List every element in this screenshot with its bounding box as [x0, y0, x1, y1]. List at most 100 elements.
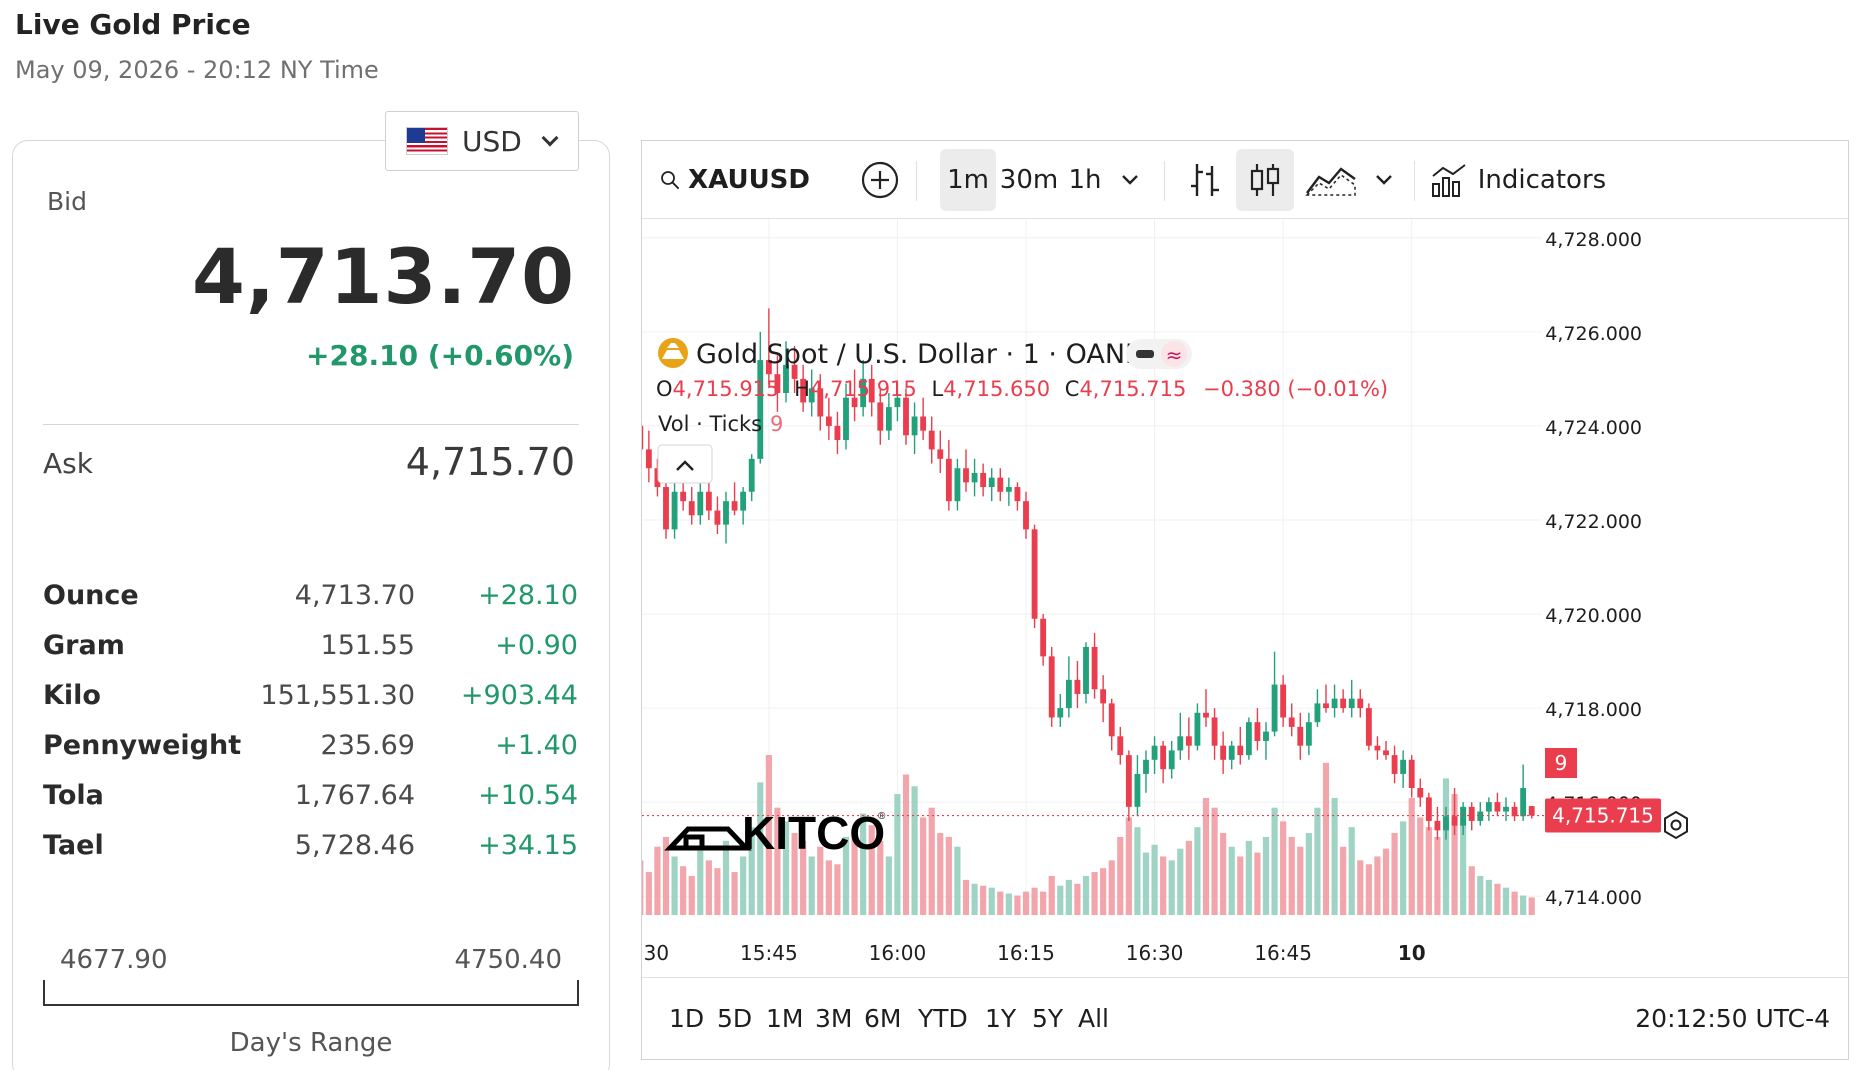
volume-bar [860, 813, 867, 915]
unit-row-ounce: Ounce 4,713.70 +28.10 [43, 580, 583, 620]
ohlc-bars-icon [1191, 164, 1219, 196]
volume-bar [902, 774, 910, 915]
unit-row-pennyweight: Pennyweight 235.69 +1.40 [43, 730, 583, 770]
chart-clock[interactable]: 20:12:50 UTC-4 [1635, 1004, 1830, 1033]
period-all[interactable]: All [1078, 1004, 1109, 1033]
page-title: Live Gold Price [15, 8, 251, 41]
volume-bar [988, 887, 995, 915]
x-tick-label: 16:00 [869, 941, 927, 965]
candle-body [988, 477, 995, 488]
bar-style-button[interactable] [1176, 149, 1234, 211]
compare-button[interactable] [856, 149, 904, 211]
volume-bar [1408, 797, 1415, 915]
candle-body [963, 468, 969, 483]
volume-bar [1194, 827, 1201, 915]
volume-bar [1374, 856, 1381, 915]
symbol-search[interactable]: XAUUSD [660, 149, 810, 211]
period-3m[interactable]: 3M [815, 1004, 853, 1033]
period-1d[interactable]: 1D [669, 1004, 705, 1033]
chart-type-button[interactable] [1296, 149, 1366, 211]
period-1y[interactable]: 1Y [985, 1004, 1017, 1033]
candle-body [834, 425, 841, 441]
unit-row-kilo: Kilo 151,551.30 +903.44 [43, 680, 583, 720]
volume-bar [1245, 840, 1252, 915]
candle-body [894, 397, 901, 408]
interval-1m[interactable]: 1m [940, 149, 996, 211]
candle-body [1194, 712, 1201, 746]
last-volume-tag: 9 [1545, 748, 1577, 778]
legend-toggle[interactable]: ≈ [1126, 339, 1192, 369]
chart-legend: Gold Spot / U.S. Dollar · 1 · OANDA ≈ O4… [656, 338, 1388, 484]
unit-change: +1.40 [495, 730, 578, 761]
candle-body [1400, 759, 1407, 774]
candle-body [800, 378, 807, 403]
unit-change: +903.44 [460, 680, 578, 711]
candle-body [1245, 722, 1252, 756]
price-chart[interactable]: KITCO ® 4,714.0004,716.0004,718.0004,720… [642, 219, 1848, 977]
period-ytd[interactable]: YTD [918, 1004, 968, 1033]
unit-price: 235.69 [320, 730, 415, 761]
range-bar [43, 980, 579, 1006]
volume-bar [1271, 807, 1278, 915]
volume-bar [928, 807, 935, 915]
candle-body [1211, 717, 1218, 746]
interval-dropdown[interactable] [1108, 149, 1152, 211]
period-5d[interactable]: 5D [717, 1004, 753, 1033]
volume-bar [662, 836, 670, 915]
volume-bar [971, 883, 978, 915]
volume-bar [1185, 840, 1192, 915]
volume-bar [851, 829, 858, 915]
candle-body [1177, 736, 1184, 751]
collapse-legend-button[interactable] [657, 444, 713, 484]
currency-select[interactable]: USD [385, 111, 579, 171]
period-6m[interactable]: 6M [864, 1004, 902, 1033]
candle-body [757, 360, 764, 459]
high-label: H [794, 377, 810, 401]
settings-button[interactable] [1664, 810, 1688, 840]
volume-bar [877, 840, 884, 915]
high-value: 4,715.915 [810, 377, 917, 401]
candle-body [1468, 806, 1475, 821]
indicators-label: Indicators [1477, 165, 1607, 195]
volume-bar [1048, 875, 1055, 915]
candle-body [851, 397, 858, 408]
volume-bar [714, 868, 721, 915]
approx-icon: ≈ [1166, 343, 1183, 367]
plus-circle-icon [861, 161, 899, 199]
indicators-button[interactable]: Indicators [1428, 149, 1608, 211]
volume-bar [1228, 846, 1235, 915]
y-tick-label: 4,726.000 [1545, 323, 1642, 345]
volume-bar [1202, 797, 1210, 915]
candle-body [1228, 745, 1235, 760]
volume-bar [1177, 848, 1184, 915]
candle-body [765, 360, 772, 375]
x-tick-label: 10 [1398, 941, 1426, 965]
volume-bar [1391, 833, 1398, 915]
candle-body [817, 388, 824, 417]
candle-body [1057, 708, 1064, 718]
x-axis: 15:30 15:45 16:00 16:15 16:30 16:45 10 [642, 941, 1426, 965]
settings-icon[interactable] [1664, 810, 1688, 840]
volume-bar [894, 794, 901, 915]
period-1m[interactable]: 1M [766, 1004, 804, 1033]
candle-body [774, 374, 781, 393]
volume-bar [1280, 821, 1287, 915]
candle-body [1340, 698, 1347, 709]
candles-style-button[interactable] [1236, 149, 1294, 211]
y-tick-label: 4,714.000 [1545, 887, 1642, 909]
candle-body [654, 468, 661, 488]
unit-price: 1,767.64 [294, 780, 415, 811]
chart-type-dropdown[interactable] [1366, 149, 1402, 211]
candle-body [1083, 646, 1089, 694]
indicators-icon [1431, 164, 1466, 197]
candle-body [1511, 806, 1518, 817]
interval-30m[interactable]: 30m [999, 165, 1059, 195]
volume-bar [791, 833, 798, 915]
candle-body [1460, 806, 1467, 826]
interval-1h[interactable]: 1h [1068, 165, 1102, 195]
candle-body [1374, 745, 1381, 751]
volume-bar [1425, 827, 1432, 915]
period-5y[interactable]: 5Y [1032, 1004, 1064, 1033]
volume-bar [1142, 852, 1150, 915]
candle-body [1383, 750, 1389, 756]
